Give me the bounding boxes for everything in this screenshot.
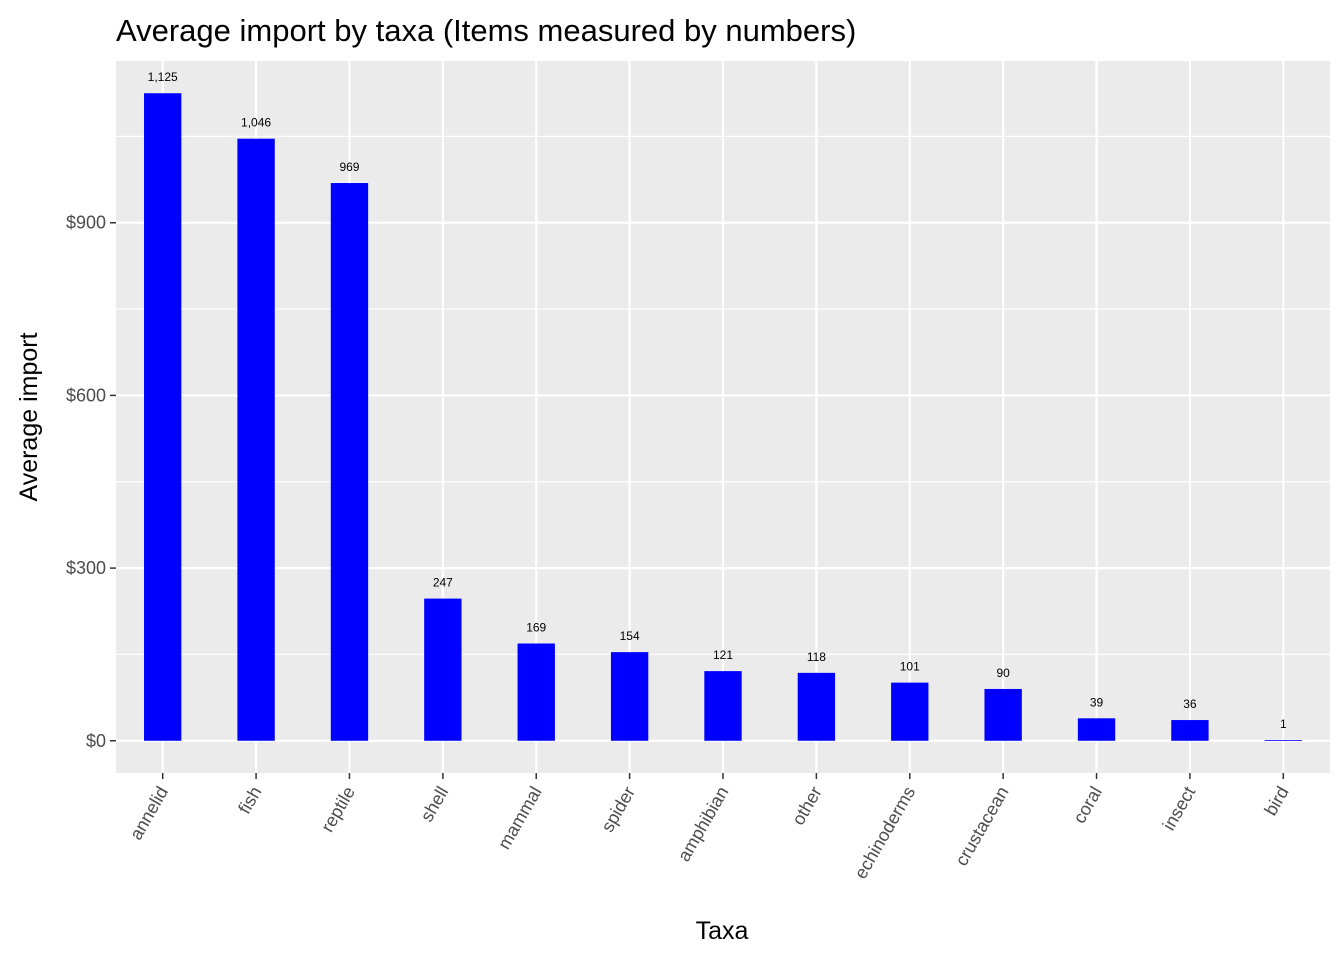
bar-fish	[237, 138, 275, 741]
x-tick-label-spider: spider	[597, 783, 639, 835]
x-tick-label-shell: shell	[416, 783, 452, 825]
data-label-insect: 36	[1183, 697, 1197, 711]
x-tick-label-bird: bird	[1260, 783, 1292, 819]
x-tick-label-insect: insect	[1159, 783, 1200, 834]
bar-insect	[1171, 720, 1209, 741]
bar-bird	[1264, 740, 1302, 741]
bar-reptile	[330, 183, 369, 741]
x-tick-label-fish: fish	[234, 783, 265, 817]
data-label-shell: 247	[433, 576, 453, 590]
data-label-other: 118	[807, 650, 826, 664]
y-axis: $0 $300 $600 $900	[66, 213, 116, 751]
data-label-echinoderms: 101	[900, 660, 920, 674]
data-label-coral: 39	[1090, 695, 1104, 709]
data-label-amphibian: 121	[713, 648, 733, 662]
data-label-crustacean: 90	[996, 666, 1010, 680]
x-tick-label-amphibian: amphibian	[674, 783, 733, 865]
data-labels: 1,125 1,046 969 247 169 154 121 118 101 90 39 36 1	[148, 70, 1287, 731]
y-tick-label: $300	[66, 558, 106, 578]
x-axis: annelid fish reptile shell mammal spider amphi…	[126, 773, 1293, 882]
bar-annelid	[144, 93, 182, 741]
bars	[144, 93, 1302, 741]
bar-coral	[1077, 718, 1116, 741]
x-tick-label-annelid: annelid	[126, 783, 172, 843]
bar-echinoderms	[891, 682, 929, 741]
x-tick-label-mammal: mammal	[494, 783, 546, 853]
chart-title: Average import by taxa (Items measured b…	[116, 13, 856, 48]
data-label-bird: 1	[1280, 717, 1287, 731]
y-axis-title: Average import	[15, 332, 43, 501]
bar-spider	[610, 652, 649, 741]
x-tick-label-echinoderms: echinoderms	[850, 783, 919, 882]
data-label-spider: 154	[620, 629, 640, 643]
y-tick-label: $0	[86, 731, 106, 751]
y-tick-label: $600	[66, 385, 106, 405]
y-tick-label: $900	[66, 213, 106, 233]
bar-crustacean	[984, 688, 1022, 741]
data-label-reptile: 969	[339, 160, 359, 174]
data-label-annelid: 1,125	[148, 70, 178, 84]
bar-other	[797, 672, 836, 741]
x-tick-label-crustacean: crustacean	[951, 783, 1012, 869]
data-label-fish: 1,046	[241, 116, 271, 130]
x-axis-title: Taxa	[696, 917, 749, 945]
x-tick-label-reptile: reptile	[317, 783, 359, 835]
x-tick-label-coral: coral	[1069, 783, 1106, 827]
x-tick-label-other: other	[788, 783, 826, 829]
data-label-mammal: 169	[526, 620, 546, 634]
bar-shell	[424, 598, 462, 741]
bar-mammal	[517, 643, 555, 741]
bar-amphibian	[704, 671, 742, 741]
